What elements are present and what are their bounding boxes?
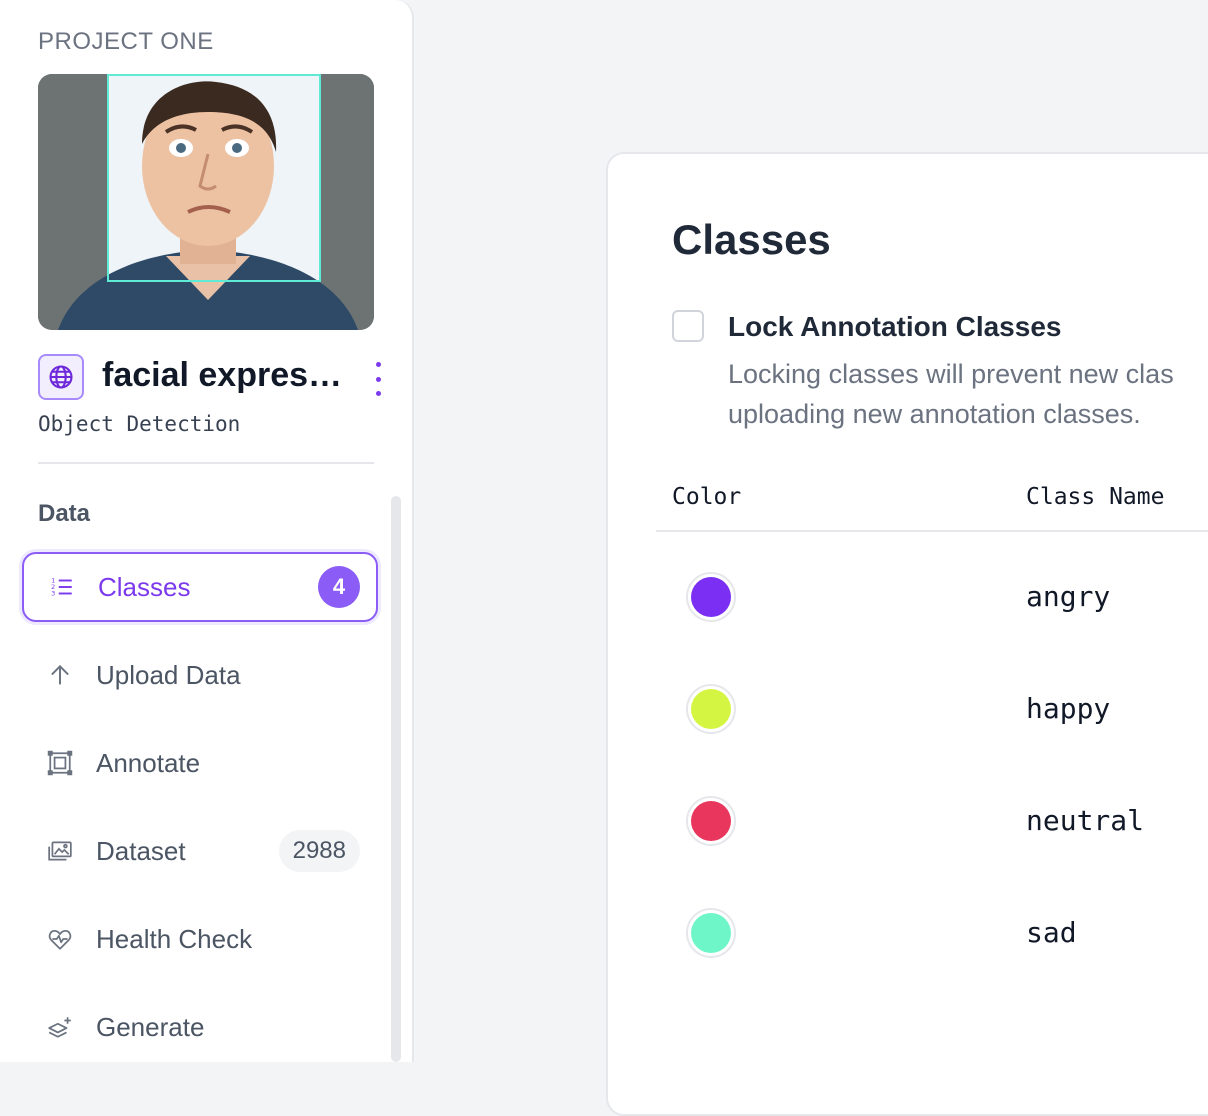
sidebar-item-label: Generate xyxy=(96,1011,205,1042)
heart-pulse-icon xyxy=(46,925,74,953)
globe-icon xyxy=(38,354,84,400)
class-name: sad xyxy=(1026,916,1077,949)
table-row: happy xyxy=(608,654,1208,766)
table-row: neutral xyxy=(608,766,1208,878)
images-icon xyxy=(46,837,74,865)
sidebar-item-upload-data[interactable]: Upload Data xyxy=(22,640,378,710)
table-row: angry xyxy=(608,542,1208,654)
numbered-list-icon: 1 2 3 xyxy=(48,573,76,601)
sidebar-item-classes[interactable]: 1 2 3 Classes 4 xyxy=(22,552,378,622)
sidebar-item-health-check[interactable]: Health Check xyxy=(22,904,378,974)
divider xyxy=(38,462,374,464)
sidebar-item-generate[interactable]: Generate xyxy=(22,992,378,1062)
project-header: facial expressi... xyxy=(38,354,388,402)
sidebar-item-label: Health Check xyxy=(96,923,253,954)
lock-desc-line-2: uploading new annotation classes. xyxy=(728,399,1141,429)
color-swatch[interactable] xyxy=(686,684,736,734)
classes-count-badge: 4 xyxy=(318,566,360,608)
color-swatch[interactable] xyxy=(686,796,736,846)
face-thumbnail-image xyxy=(38,74,374,330)
sidebar-item-label: Upload Data xyxy=(96,659,241,690)
table-divider xyxy=(656,530,1208,532)
table-row: sad xyxy=(608,878,1208,990)
svg-text:3: 3 xyxy=(51,590,55,598)
sidebar-item-label: Classes xyxy=(98,571,191,602)
lock-classes-checkbox[interactable] xyxy=(672,310,704,342)
column-header-color: Color xyxy=(672,484,742,510)
more-options-icon[interactable] xyxy=(368,362,388,396)
lock-classes-title: Lock Annotation Classes xyxy=(728,311,1062,342)
project-type: Object Detection xyxy=(38,412,241,436)
class-name: happy xyxy=(1026,692,1111,725)
page-title: Classes xyxy=(672,216,831,263)
sidebar-item-dataset[interactable]: Dataset 2988 xyxy=(22,816,378,886)
project-name: facial expressi... xyxy=(102,356,352,394)
color-swatch[interactable] xyxy=(686,572,736,622)
project-label: PROJECT ONE xyxy=(38,28,214,55)
classes-card: Classes Lock Annotation Classes Locking … xyxy=(606,152,1208,1116)
bounding-box-icon xyxy=(46,749,74,777)
column-header-class-name: Class Name xyxy=(1026,484,1165,510)
color-swatch[interactable] xyxy=(686,908,736,958)
sidebar-item-label: Dataset xyxy=(96,835,186,866)
sidebar-item-label: Annotate xyxy=(96,747,201,778)
section-title-data: Data xyxy=(38,500,91,527)
sidebar-scrollbar[interactable] xyxy=(391,496,401,1062)
svg-text:1: 1 xyxy=(51,577,55,585)
sidebar-item-annotate[interactable]: Annotate xyxy=(22,728,378,798)
dataset-count-badge: 2988 xyxy=(278,830,360,872)
class-name: neutral xyxy=(1026,804,1145,837)
lock-desc-line-1: Locking classes will prevent new clas xyxy=(728,359,1174,389)
svg-text:2: 2 xyxy=(51,583,55,591)
class-name: angry xyxy=(1026,580,1111,613)
lock-classes-description: Locking classes will prevent new clas up… xyxy=(728,354,1208,434)
sidebar: PROJECT ONE xyxy=(0,0,414,1062)
layers-sparkle-icon xyxy=(46,1013,74,1041)
arrow-up-icon xyxy=(46,661,74,689)
project-thumbnail[interactable] xyxy=(38,74,374,330)
